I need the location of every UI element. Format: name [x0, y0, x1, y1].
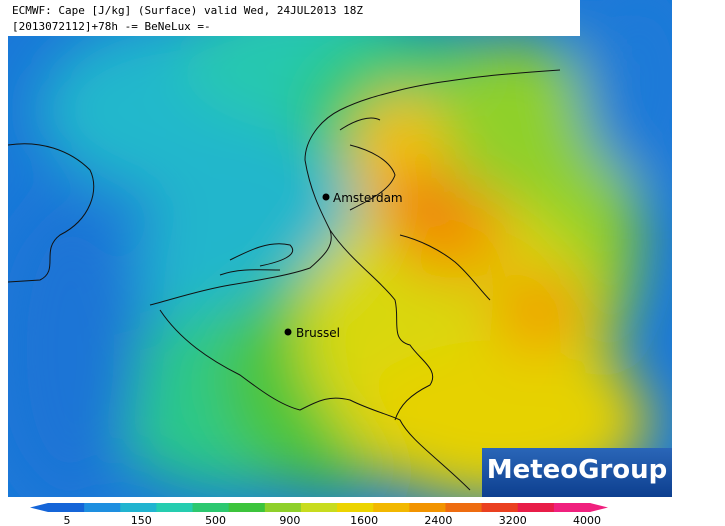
colorbar-tick-label: 2400: [424, 514, 452, 526]
colorbar: 5 150 500 900 1600 2400 3200 4000: [30, 503, 608, 526]
colorbar-segment: [553, 503, 591, 512]
colorbar-tick-label: 4000: [573, 514, 601, 526]
colorbar-tick-label: 900: [279, 514, 300, 526]
colorbar-segment: [409, 503, 446, 512]
city-markers: Amsterdam Brussel: [284, 191, 403, 340]
colorbar-end: [590, 503, 608, 512]
colorbar-segment: [192, 503, 230, 512]
logo: MeteoGroup: [487, 455, 668, 485]
header-line: [2013072112]+78h -= BeNeLux =-: [12, 20, 211, 33]
colorbar-tick-label: 1600: [350, 514, 378, 526]
logo-box: [482, 448, 672, 497]
city-label: Brussel: [296, 326, 340, 340]
colorbar-segment: [48, 503, 85, 512]
colorbar-segment: [228, 503, 266, 512]
colorbar-segment: [373, 503, 410, 512]
colorbar-segment: [517, 503, 555, 512]
city-dot: [284, 328, 292, 336]
header-line: ECMWF: Cape [J/kg] (Surface) valid Wed, …: [12, 4, 363, 17]
colorbar-tick-label: 5: [64, 514, 71, 526]
colorbar-segment: [156, 503, 194, 512]
colorbar-end: [30, 503, 48, 512]
colorbar-segment: [445, 503, 483, 512]
colorbar-segment: [264, 503, 302, 512]
colorbar-tick-label: 500: [205, 514, 226, 526]
cape-field: [8, 0, 672, 497]
colorbar-segment: [120, 503, 157, 512]
coastlines: [8, 69, 561, 491]
colorbar-segment: [337, 503, 374, 512]
city-dot: [322, 193, 330, 201]
colorbar-segment: [84, 503, 121, 512]
header-box: [8, 0, 580, 36]
colorbar-segment: [481, 503, 519, 512]
colorbar-tick-label: 3200: [499, 514, 527, 526]
city-label: Amsterdam: [333, 191, 403, 205]
colorbar-tick-label: 150: [131, 514, 152, 526]
colorbar-segment: [300, 503, 338, 512]
